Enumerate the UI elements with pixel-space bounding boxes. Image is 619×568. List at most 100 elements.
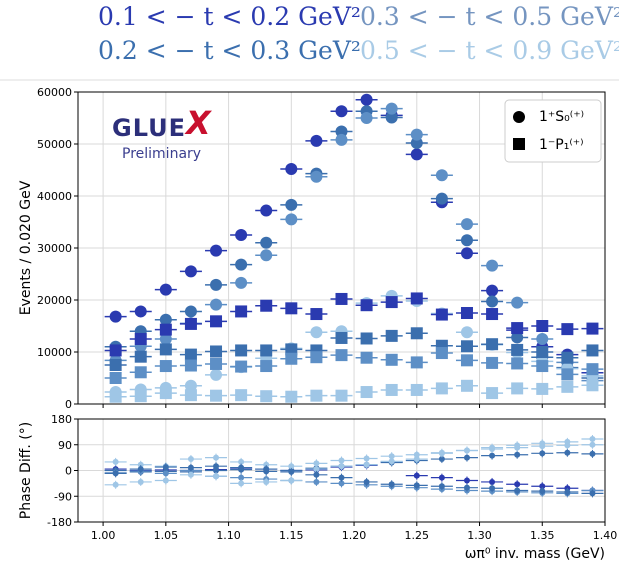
yield-point-square xyxy=(486,308,499,321)
yield-point-square xyxy=(210,389,223,402)
yield-point-circle xyxy=(210,368,223,381)
yield-point-square xyxy=(285,352,298,365)
phase-point xyxy=(213,473,220,480)
logo-wordmark: GLUEX xyxy=(112,104,212,144)
yield-point-square xyxy=(410,327,423,340)
yield-point-circle xyxy=(385,111,398,124)
legend-bin-2: 0.2 < − t < 0.3 GeV² xyxy=(98,36,361,65)
yield-point-square xyxy=(586,379,599,392)
yield-point-circle xyxy=(486,295,499,308)
yield-point-square xyxy=(435,308,448,321)
bottom-xtick-label-8: 1.40 xyxy=(593,529,618,542)
phase-point xyxy=(413,482,420,489)
phase-point xyxy=(238,464,245,471)
marker-legend-box xyxy=(504,99,602,163)
yield-point-circle xyxy=(260,236,273,249)
yield-point-square xyxy=(235,344,248,357)
phase-point xyxy=(413,472,420,479)
yield-point-square xyxy=(536,360,549,373)
yield-point-square xyxy=(360,386,373,399)
phase-point xyxy=(514,487,521,494)
yield-point-circle xyxy=(360,93,373,106)
yield-point-square xyxy=(285,302,298,315)
legend-square-icon xyxy=(513,138,525,150)
yield-point-square xyxy=(285,343,298,356)
yield-point-square xyxy=(159,343,172,356)
yield-point-square xyxy=(134,390,147,403)
legend-s-wave-label: 1⁺S₀⁽⁺⁾ xyxy=(539,109,584,125)
yield-point-square xyxy=(159,323,172,336)
yield-point-circle xyxy=(335,105,348,118)
phase-point xyxy=(238,480,245,487)
yield-point-square xyxy=(285,390,298,403)
phase-point xyxy=(363,455,370,462)
phase-point xyxy=(463,454,470,461)
phase-point xyxy=(489,485,496,492)
phase-point xyxy=(338,457,345,464)
yield-point-square xyxy=(109,390,122,403)
yield-point-square xyxy=(184,359,197,372)
yield-point-circle xyxy=(159,283,172,296)
yield-point-square xyxy=(134,366,147,379)
yield-panel: 0 10000 20000 30000 40000 50000 60000 Events / … xyxy=(18,86,606,411)
yield-point-square xyxy=(310,351,323,364)
phase-point xyxy=(463,484,470,491)
phase-point xyxy=(489,446,496,453)
phase-point xyxy=(363,461,370,468)
phase-point xyxy=(112,470,119,477)
legend-bin-3-label: 0.3 < − t < 0.5 GeV² xyxy=(360,2,619,31)
top-ytick-label-4: 40000 xyxy=(37,190,72,203)
phase-point xyxy=(564,442,571,449)
yield-point-square xyxy=(310,308,323,321)
phase-point xyxy=(338,463,345,470)
logo-preliminary-text: Preliminary xyxy=(122,146,202,162)
yield-point-square xyxy=(109,359,122,371)
phase-point xyxy=(162,470,169,477)
yield-point-circle xyxy=(410,128,423,141)
phase-point xyxy=(338,474,345,481)
yield-point-circle xyxy=(435,192,448,205)
yield-point-square xyxy=(235,305,248,318)
yield-point-circle xyxy=(235,258,248,271)
phase-point xyxy=(137,461,144,468)
top-ytick-label-5: 50000 xyxy=(37,138,72,151)
yield-point-circle xyxy=(460,247,473,260)
yield-point-square xyxy=(109,372,122,384)
yield-point-square xyxy=(260,360,273,373)
phase-point xyxy=(589,436,596,443)
yield-point-square xyxy=(260,390,273,403)
yield-point-circle xyxy=(260,249,273,262)
yield-point-square xyxy=(410,356,423,369)
yield-point-circle xyxy=(310,170,323,183)
yield-point-circle xyxy=(335,133,348,146)
yield-point-square xyxy=(310,389,323,402)
yield-point-square xyxy=(335,349,348,362)
bottom-xtick-label-2: 1.10 xyxy=(216,529,241,542)
bottom-ytick-label-1: -90 xyxy=(54,490,72,503)
yield-point-circle xyxy=(260,204,273,217)
bottom-xtick-label-5: 1.25 xyxy=(405,529,430,542)
bottom-xtick-label-1: 1.05 xyxy=(154,529,179,542)
yield-point-square xyxy=(360,351,373,364)
phase-point xyxy=(564,488,571,495)
legend-bin-4-label: 0.5 < − t < 0.9 GeV² xyxy=(360,36,619,65)
yield-point-square xyxy=(335,292,348,305)
phase-point xyxy=(313,466,320,473)
yield-point-square xyxy=(385,383,398,396)
yield-point-circle xyxy=(335,125,348,138)
phase-point xyxy=(589,450,596,457)
yield-point-square xyxy=(134,333,147,345)
yield-point-square xyxy=(210,315,223,328)
logo-x-glyph: X xyxy=(186,104,212,142)
top-ytick-label-0: 0 xyxy=(65,398,72,411)
yield-point-circle xyxy=(210,298,223,311)
phase-point xyxy=(388,458,395,465)
phase-point xyxy=(263,478,270,485)
yield-point-circle xyxy=(486,259,499,272)
phase-point xyxy=(413,456,420,463)
yield-point-circle xyxy=(486,284,499,297)
yield-point-square xyxy=(335,331,348,344)
gluex-logo: GLUEX Preliminary xyxy=(108,104,218,168)
legend-bin-2-label: 0.2 < − t < 0.3 GeV² xyxy=(98,36,361,65)
